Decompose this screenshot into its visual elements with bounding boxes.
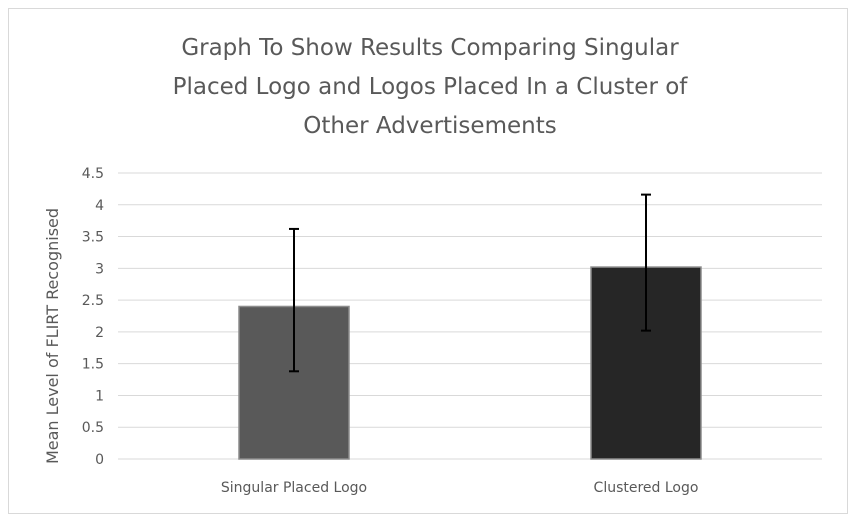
y-axis-ticks: 0 0.5 1 1.5 2 2.5 3 3.5 4 4.5 [82, 166, 104, 468]
y-tick-label-6: 3 [95, 261, 104, 277]
chart-title-line-1: Graph To Show Results Comparing Singular [181, 35, 679, 61]
error-bars [289, 193, 651, 373]
chart-title-line-2: Placed Logo and Logos Placed In a Cluste… [173, 74, 689, 100]
y-tick-label-5: 2.5 [82, 293, 104, 309]
x-axis-categories: Singular Placed Logo Clustered Logo [221, 480, 699, 496]
y-tick-label-3: 1.5 [82, 357, 104, 373]
x-category-label-0: Singular Placed Logo [221, 480, 367, 496]
y-axis-label: Mean Level of FLIRT Recognised [43, 208, 62, 464]
chart-frame [8, 8, 848, 514]
chart-title-line-3: Other Advertisements [303, 113, 556, 139]
x-category-label-1: Clustered Logo [594, 480, 699, 496]
y-tick-label-0: 0 [95, 452, 104, 468]
chart-title: Graph To Show Results Comparing Singular… [173, 35, 689, 139]
y-tick-label-7: 3.5 [82, 230, 104, 246]
gridlines [118, 172, 822, 460]
bar-1 [590, 266, 702, 460]
y-tick-label-1: 0.5 [82, 420, 104, 436]
bars [238, 266, 702, 460]
y-tick-label-8: 4 [95, 198, 104, 214]
y-tick-label-9: 4.5 [82, 166, 104, 182]
y-tick-label-4: 2 [95, 325, 104, 341]
y-tick-label-2: 1 [95, 388, 104, 404]
